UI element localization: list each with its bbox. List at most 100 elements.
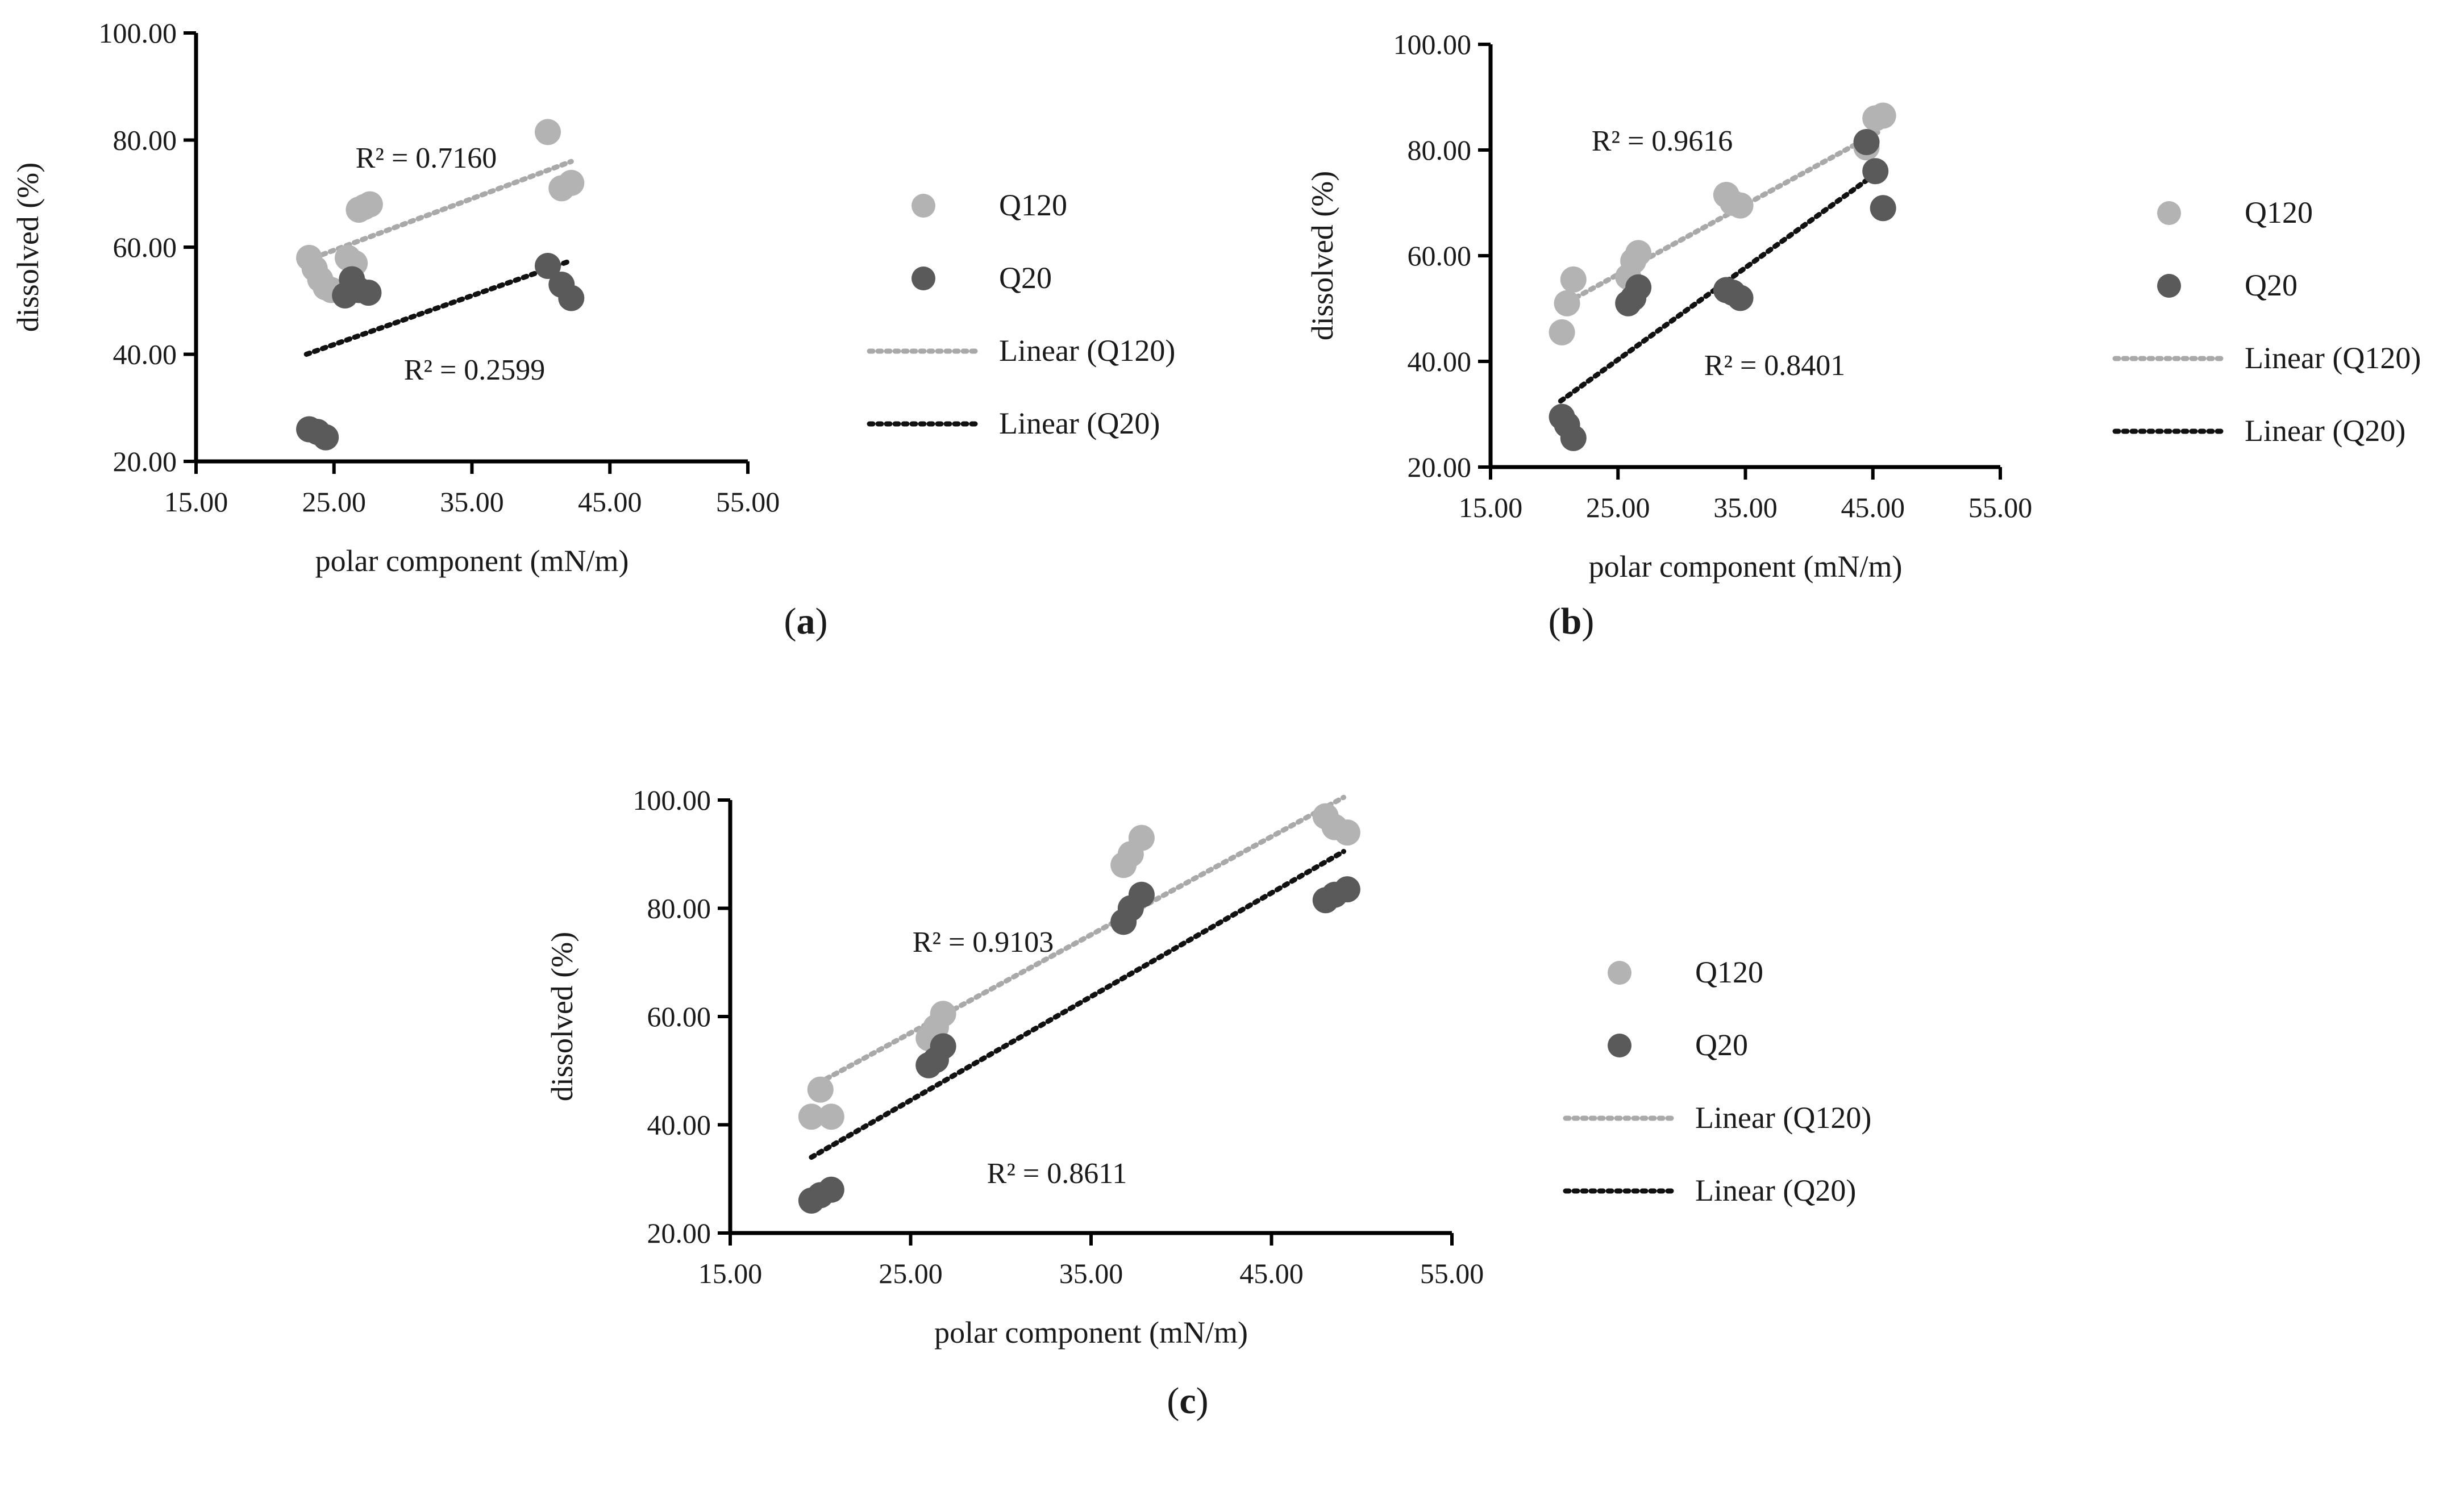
data-point-q120 <box>1625 240 1652 266</box>
x-tick-label: 25.00 <box>302 486 367 518</box>
y-tick-label: 20.00 <box>647 1217 711 1249</box>
y-tick-label: 80.00 <box>113 124 177 156</box>
data-point-q120 <box>1334 819 1360 846</box>
y-tick-label: 40.00 <box>647 1109 711 1141</box>
legend-marker-q20 <box>1608 1034 1631 1057</box>
legend-label-trend-q120: Linear (Q120) <box>2245 341 2421 375</box>
y-axis-title: dissolved (%) <box>11 163 45 332</box>
y-tick-label: 40.00 <box>1408 345 1472 377</box>
chart-panel-a: 20.00 40.00 60.00 80.00 100.00 15.00 25.00 35.0… <box>11 17 1175 642</box>
data-point-q120 <box>535 119 561 145</box>
panel-label-close-paren: ) <box>1581 601 1594 642</box>
legend-label-q120: Q120 <box>1695 955 1763 989</box>
panel-label-open-paren: ( <box>1549 601 1561 642</box>
panel-label-letter: b <box>1561 601 1582 642</box>
chart-panel-c: 20.00 40.00 60.00 80.00 100.00 15.00 25.00 35.0… <box>545 784 1871 1422</box>
panel-label: (a) <box>784 601 828 642</box>
legend-marker-q20 <box>2157 274 2181 298</box>
y-tick-label: 100.00 <box>1393 28 1472 60</box>
data-point-q20 <box>1727 285 1754 311</box>
data-point-q120 <box>356 191 383 218</box>
trendline-q120 <box>303 159 574 264</box>
x-tick-label: 45.00 <box>1841 492 1905 523</box>
legend-label-q120: Q120 <box>999 188 1067 222</box>
r2-annotation-q120: R² = 0.9103 <box>913 926 1054 959</box>
legend-label-q20: Q20 <box>2245 268 2297 302</box>
legend-label-trend-q20: Linear (Q20) <box>999 406 1160 440</box>
data-point-q120 <box>1554 290 1580 316</box>
data-point-q120 <box>1727 192 1754 219</box>
panel-label-open-paren: ( <box>1167 1380 1179 1422</box>
r2-annotation-q120: R² = 0.9616 <box>1592 125 1733 157</box>
x-tick-label: 15.00 <box>164 486 228 518</box>
y-tick-label: 60.00 <box>113 231 177 263</box>
trendline-q20 <box>303 258 574 357</box>
trendline-q120 <box>809 794 1346 1090</box>
legend-label-q120: Q120 <box>2245 195 2313 230</box>
x-tick-label: 35.00 <box>440 486 504 518</box>
y-tick-label: 20.00 <box>1408 451 1472 483</box>
x-tick-label: 25.00 <box>879 1257 943 1289</box>
x-tick-label: 15.00 <box>1459 492 1523 523</box>
x-tick-label: 55.00 <box>1968 492 2033 523</box>
data-point-q20 <box>535 252 561 279</box>
data-point-q120 <box>807 1076 834 1103</box>
y-tick-label: 80.00 <box>647 893 711 924</box>
data-point-q120 <box>818 1103 844 1130</box>
legend-marker-q120 <box>2157 201 2181 225</box>
data-point-q20 <box>1128 881 1155 908</box>
legend-label-trend-q120: Linear (Q120) <box>999 334 1175 368</box>
x-axis-title: polar component (mN/m) <box>1589 549 1903 584</box>
data-point-q120 <box>1560 266 1587 293</box>
data-point-q20 <box>1870 195 1896 222</box>
r2-annotation-q20: R² = 0.2599 <box>404 354 546 386</box>
legend-label-q20: Q20 <box>1695 1028 1748 1062</box>
data-point-q20 <box>1625 274 1652 301</box>
data-point-q120 <box>1549 319 1575 345</box>
panel-label-letter: a <box>797 601 815 642</box>
legend-label-trend-q120: Linear (Q120) <box>1695 1101 1871 1135</box>
x-tick-label: 35.00 <box>1713 492 1778 523</box>
x-tick-label: 45.00 <box>578 486 642 518</box>
data-point-q20 <box>313 424 339 451</box>
y-tick-label: 20.00 <box>113 445 177 477</box>
data-point-q120 <box>930 1001 956 1027</box>
data-point-q120 <box>798 1103 825 1130</box>
y-tick-label: 100.00 <box>99 17 177 49</box>
y-tick-label: 40.00 <box>113 339 177 370</box>
x-axis-title: polar component (mN/m) <box>315 544 629 578</box>
panel-label-close-paren: ) <box>1196 1380 1209 1422</box>
legend-label-q20: Q20 <box>999 261 1052 295</box>
panel-label-open-paren: ( <box>784 601 797 642</box>
data-point-q20 <box>1334 876 1360 903</box>
data-point-q20 <box>1560 424 1587 451</box>
r2-annotation-q20: R² = 0.8611 <box>987 1157 1127 1190</box>
panel-label: (b) <box>1549 601 1595 642</box>
y-axis-title: dissolved (%) <box>545 932 579 1101</box>
legend-marker-q120 <box>911 194 935 218</box>
data-point-q20 <box>1853 129 1880 156</box>
x-tick-label: 35.00 <box>1059 1257 1123 1289</box>
y-tick-label: 60.00 <box>647 1001 711 1032</box>
data-point-q120 <box>558 169 585 196</box>
x-tick-label: 55.00 <box>716 486 780 518</box>
x-tick-label: 45.00 <box>1239 1257 1304 1289</box>
data-point-q120 <box>1870 102 1896 129</box>
r2-annotation-q120: R² = 0.7160 <box>356 142 497 174</box>
y-tick-label: 100.00 <box>633 784 711 816</box>
x-tick-label: 25.00 <box>1586 492 1650 523</box>
r2-annotation-q20: R² = 0.8401 <box>1704 349 1846 382</box>
panel-label: (c) <box>1167 1380 1208 1422</box>
chart-panel-b: 20.00 40.00 60.00 80.00 100.00 15.00 25.00 35.0… <box>1305 28 2421 642</box>
y-tick-label: 60.00 <box>1408 240 1472 272</box>
data-point-q20 <box>558 285 585 311</box>
data-point-q20 <box>930 1033 956 1060</box>
panel-label-letter: c <box>1179 1380 1196 1422</box>
trendline-q20 <box>809 848 1346 1160</box>
data-point-q120 <box>1128 824 1155 851</box>
panel-label-close-paren: ) <box>815 601 828 642</box>
x-axis-title: polar component (mN/m) <box>934 1315 1248 1350</box>
data-point-q20 <box>355 280 382 306</box>
x-tick-label: 15.00 <box>698 1257 763 1289</box>
